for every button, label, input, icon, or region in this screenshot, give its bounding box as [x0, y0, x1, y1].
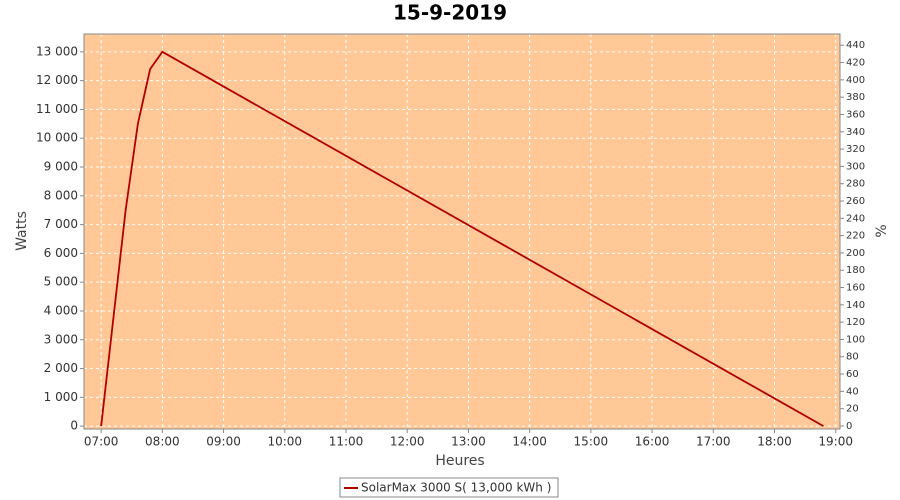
- y2-tick-label: 340: [846, 127, 865, 138]
- y2-tick-label: 260: [846, 196, 865, 207]
- y2-tick-label: 320: [846, 144, 865, 155]
- y2-tick-label: 300: [846, 161, 865, 172]
- y-tick-label: 9 000: [44, 160, 78, 174]
- x-axis-label: Heures: [435, 453, 484, 469]
- x-tick-label: 19:00: [818, 435, 853, 449]
- legend: SolarMax 3000 S( 13,000 kWh ): [339, 477, 559, 498]
- x-tick-label: 17:00: [696, 435, 731, 449]
- y2-tick-label: 360: [846, 109, 865, 120]
- series-line: [100, 50, 824, 427]
- y2-tick-label: 160: [846, 283, 865, 294]
- x-tick-label: 10:00: [267, 435, 302, 449]
- y2-tick-label: 100: [846, 334, 865, 345]
- y2-tick-label: 400: [846, 75, 865, 86]
- y2-tick-label: 380: [846, 92, 865, 103]
- y-tick-label: 3 000: [44, 332, 78, 346]
- x-tick-label: 18:00: [757, 435, 792, 449]
- x-tick-label: 09:00: [206, 435, 241, 449]
- y2-tick-label: 120: [846, 317, 865, 328]
- y2-tick-label: 240: [846, 213, 865, 224]
- y-tick-label: 7 000: [44, 217, 78, 231]
- x-tick-label: 07:00: [84, 435, 119, 449]
- y2-tick-label: 180: [846, 265, 865, 276]
- y2-tick-label: 420: [846, 58, 865, 69]
- y-tick-label: 4 000: [44, 303, 78, 317]
- y2-tick-label: 140: [846, 300, 865, 311]
- y-tick-label: 6 000: [44, 246, 78, 260]
- y-tick-label: 8 000: [44, 188, 78, 202]
- x-tick-label: 12:00: [390, 435, 425, 449]
- plot-area: [84, 34, 840, 429]
- y-tick-label: 10 000: [36, 131, 78, 145]
- y2-tick-label: 20: [846, 404, 859, 415]
- legend-label: SolarMax 3000 S( 13,000 kWh ): [361, 481, 551, 495]
- y-tick-label: 12 000: [36, 73, 78, 87]
- y2-tick-label: 60: [846, 369, 859, 380]
- x-tick-label: 13:00: [451, 435, 486, 449]
- y-tick-label: 5 000: [44, 275, 78, 289]
- y2-tick-label: 440: [846, 40, 865, 51]
- y2-tick-label: 40: [846, 386, 859, 397]
- y-tick-label: 0: [70, 419, 78, 433]
- y-tick-label: 13 000: [36, 44, 78, 58]
- legend-box: [339, 477, 559, 498]
- y-axis-label: Watts: [14, 211, 30, 251]
- plot-border: [83, 33, 841, 430]
- y-tick-label: 2 000: [44, 361, 78, 375]
- y2-tick-label: 80: [846, 352, 859, 363]
- y-tick-label: 11 000: [36, 102, 78, 116]
- x-tick-label: 08:00: [145, 435, 180, 449]
- y-tick-label: 1 000: [44, 390, 78, 404]
- x-tick-label: 15:00: [574, 435, 609, 449]
- y2-tick-label: 280: [846, 179, 865, 190]
- chart-title: 15-9-2019: [393, 1, 507, 25]
- x-tick-label: 14:00: [512, 435, 547, 449]
- y2-tick-label: 200: [846, 248, 865, 259]
- x-tick-label: 16:00: [635, 435, 670, 449]
- x-tick-label: 11:00: [329, 435, 364, 449]
- y2-tick-label: 220: [846, 231, 865, 242]
- y2-tick-label: 0: [846, 421, 852, 432]
- y2-axis-label: %: [874, 224, 890, 237]
